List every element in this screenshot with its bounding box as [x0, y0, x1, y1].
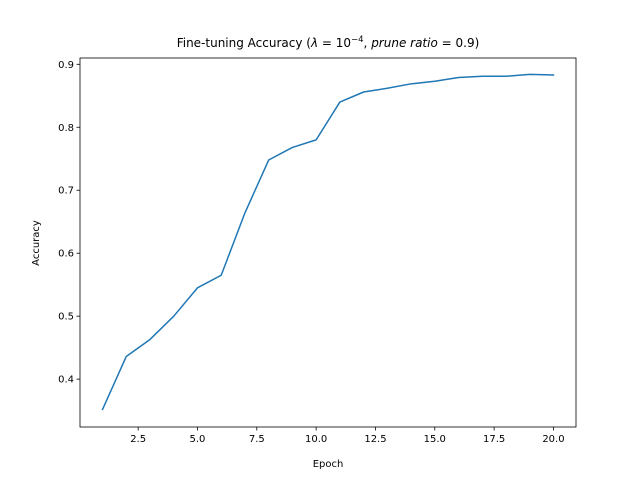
chart-title-equals-ten: = 10 — [318, 36, 351, 50]
chart-title-equals-value: = 0.9 — [438, 36, 475, 50]
x-tick-label: 5.0 — [190, 434, 206, 445]
y-tick-label: 0.5 — [58, 312, 74, 323]
chart-title: Fine-tuning Accuracy (λ = 10−4, prune ra… — [177, 35, 480, 50]
accuracy-series-line — [101, 73, 555, 411]
plot-area: 2.5 5.0 7.5 10.0 12.5 15.0 17.5 20.0 0.4 0.5 0.6 0.… — [58, 60, 564, 445]
x-tick-label: 15.0 — [424, 434, 446, 445]
chart-title-prefix: Fine-tuning Accuracy ( — [177, 36, 311, 50]
y-tick-label: 0.6 — [58, 249, 74, 260]
x-tick-label: 17.5 — [483, 434, 505, 445]
chart-title-suffix: ) — [475, 36, 480, 50]
chart-title-prune-ratio: prune ratio — [370, 36, 438, 50]
y-tick-label: 0.9 — [58, 60, 74, 71]
y-tick-label: 0.8 — [58, 123, 74, 134]
y-tick-label: 0.4 — [58, 375, 74, 386]
x-tick-label: 20.0 — [542, 434, 564, 445]
x-tick-label: 7.5 — [249, 434, 265, 445]
x-axis-label: Epoch — [313, 459, 344, 470]
x-tick-label: 10.0 — [305, 434, 327, 445]
y-tick-label: 0.7 — [58, 186, 74, 197]
chart-title-lambda: λ — [310, 36, 318, 50]
axes-frame — [79, 57, 577, 428]
chart-title-comma: , — [364, 36, 372, 50]
x-tick-label: 12.5 — [364, 434, 386, 445]
chart-title-exponent: −4 — [351, 35, 364, 45]
y-axis-label: Accuracy — [31, 220, 42, 266]
x-tick-label: 2.5 — [130, 434, 146, 445]
